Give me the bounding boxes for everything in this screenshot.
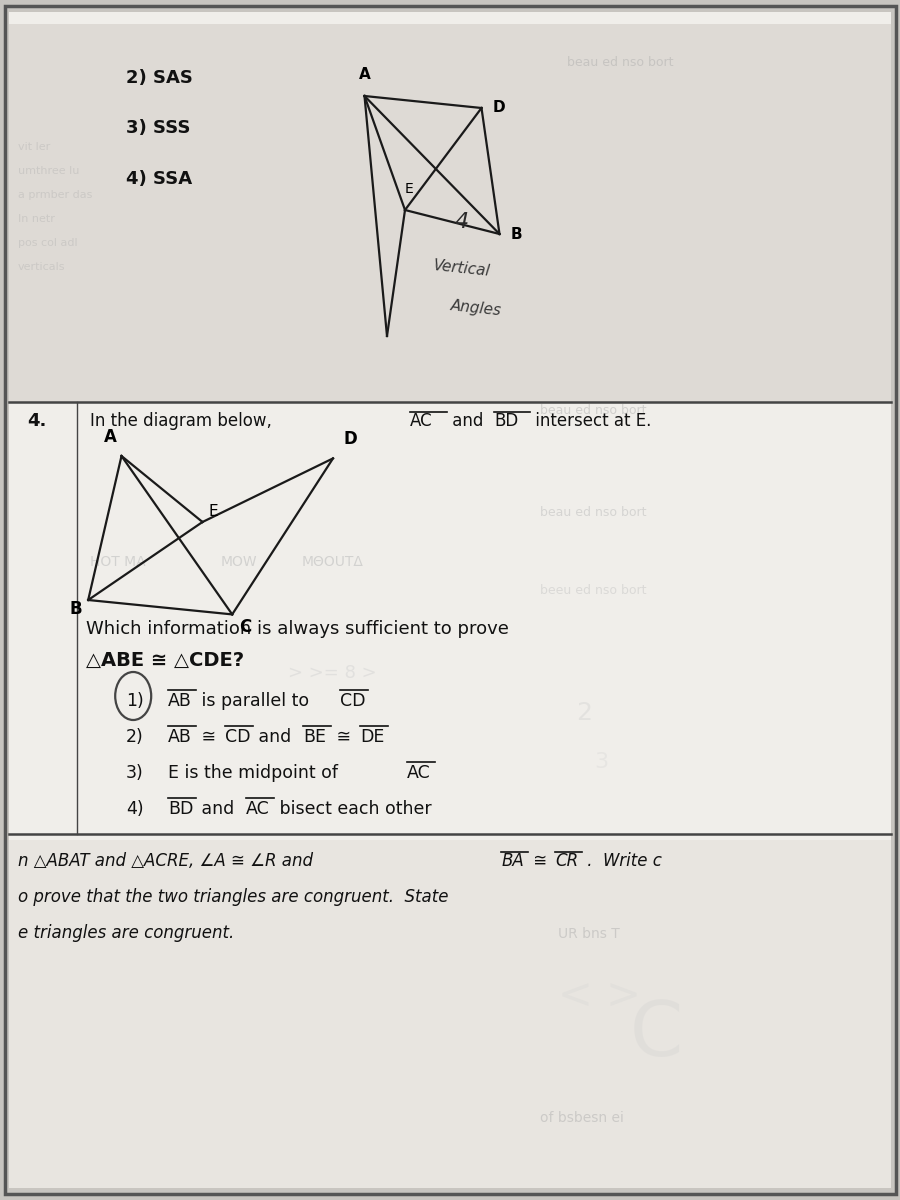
Text: of bsbesn ei: of bsbesn ei — [540, 1111, 624, 1126]
Text: beau ed nso bort: beau ed nso bort — [567, 56, 673, 68]
Text: 4): 4) — [126, 799, 144, 817]
Text: E: E — [209, 504, 218, 520]
Text: 4.: 4. — [27, 412, 47, 430]
Text: vit ler: vit ler — [18, 142, 50, 152]
Text: AC: AC — [410, 412, 432, 430]
Text: MOW: MOW — [220, 556, 257, 569]
Text: AB: AB — [168, 691, 193, 709]
Text: CD: CD — [225, 727, 250, 745]
Text: 3): 3) — [126, 763, 144, 781]
Text: .  Write c: . Write c — [582, 852, 662, 870]
Text: is parallel to: is parallel to — [196, 691, 315, 709]
Text: ≅: ≅ — [528, 852, 553, 870]
Text: C: C — [630, 998, 683, 1072]
Text: and: and — [447, 412, 489, 430]
Text: △ABE ≅ △CDE?: △ABE ≅ △CDE? — [86, 650, 244, 670]
Text: In the diagram below,: In the diagram below, — [90, 412, 277, 430]
Text: ≅: ≅ — [331, 727, 356, 745]
Text: 3: 3 — [594, 752, 608, 772]
Text: BD: BD — [494, 412, 518, 430]
Text: beau ed nso bort: beau ed nso bort — [540, 506, 646, 520]
Text: a prmber das: a prmber das — [18, 190, 93, 200]
Text: 2: 2 — [576, 701, 592, 725]
FancyBboxPatch shape — [9, 12, 891, 1188]
Text: n △ABAT and △ACRE, ∠A ≅ ∠R and: n △ABAT and △ACRE, ∠A ≅ ∠R and — [18, 852, 319, 870]
Text: 1): 1) — [126, 691, 144, 709]
Text: 4: 4 — [454, 212, 469, 232]
Text: Angles: Angles — [450, 299, 502, 318]
Text: AC: AC — [407, 763, 430, 781]
Text: E is the midpoint of: E is the midpoint of — [168, 763, 344, 781]
Text: o prove that the two triangles are congruent.  State: o prove that the two triangles are congr… — [18, 888, 448, 906]
Text: BA: BA — [501, 852, 524, 870]
Text: HOT MA: HOT MA — [90, 556, 146, 569]
Text: beeu ed nso bort: beeu ed nso bort — [540, 584, 646, 596]
Text: > >= 8 >: > >= 8 > — [288, 664, 376, 682]
Text: CR: CR — [555, 852, 579, 870]
Text: MΘOUTΔ: MΘOUTΔ — [302, 556, 364, 569]
Text: AC: AC — [246, 799, 269, 817]
Text: BD: BD — [168, 799, 194, 817]
Text: AB: AB — [168, 727, 193, 745]
Text: A: A — [358, 67, 371, 82]
Text: E: E — [405, 181, 414, 196]
Text: B: B — [510, 227, 522, 241]
Text: beau ed nso bort: beau ed nso bort — [540, 404, 646, 416]
Text: pos col adl: pos col adl — [18, 238, 77, 248]
Text: Which information is always sufficient to prove: Which information is always sufficient t… — [86, 619, 508, 637]
Text: bisect each other: bisect each other — [274, 799, 431, 817]
Text: 2) SAS: 2) SAS — [126, 68, 193, 86]
Text: BE: BE — [303, 727, 327, 745]
Text: DE: DE — [360, 727, 384, 745]
Text: 2): 2) — [126, 727, 144, 745]
Text: C: C — [238, 618, 251, 636]
Text: umthree lu: umthree lu — [18, 166, 79, 176]
Text: In netr: In netr — [18, 214, 55, 224]
Text: D: D — [344, 430, 357, 448]
Text: ≅: ≅ — [196, 727, 221, 745]
Text: B: B — [69, 600, 82, 618]
Text: D: D — [492, 101, 505, 115]
Text: < >: < > — [558, 974, 641, 1018]
Text: Vertical: Vertical — [432, 258, 491, 280]
Text: 4) SSA: 4) SSA — [126, 169, 192, 187]
Text: CD: CD — [340, 691, 365, 709]
Text: e triangles are congruent.: e triangles are congruent. — [18, 924, 234, 942]
FancyBboxPatch shape — [9, 24, 891, 402]
Text: verticals: verticals — [18, 262, 66, 272]
Text: intersect at E.: intersect at E. — [530, 412, 652, 430]
Text: UR bns T: UR bns T — [558, 928, 620, 941]
Text: 3) SSS: 3) SSS — [126, 120, 191, 138]
Text: and: and — [196, 799, 240, 817]
Text: A: A — [104, 427, 117, 445]
FancyBboxPatch shape — [9, 840, 891, 1188]
Text: and: and — [253, 727, 297, 745]
